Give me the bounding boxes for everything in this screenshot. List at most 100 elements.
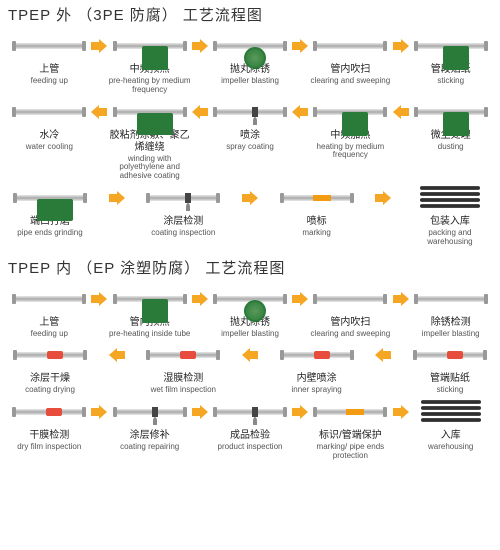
step-label-cn: 包装入库	[430, 216, 470, 228]
step-label-en: dusting	[438, 143, 464, 152]
process-step: 管段贴纸 sticking	[409, 31, 492, 86]
arrow-right-icon	[241, 183, 259, 213]
pipe-icon	[416, 296, 486, 302]
step-icon	[411, 397, 491, 427]
step-label-en: wet film inspection	[151, 386, 216, 395]
arrow-right-icon	[374, 183, 392, 213]
flow1-title: TPEP 外 （3PE 防腐） 工艺流程图	[8, 4, 492, 25]
step-label-en: pipe ends grinding	[17, 229, 82, 238]
pipe-icon	[416, 43, 486, 49]
step-icon	[10, 183, 90, 213]
step-icon	[310, 31, 390, 61]
step-icon	[277, 340, 357, 370]
pipe-icon	[115, 43, 185, 49]
step-icon	[210, 97, 290, 127]
step-label-en: coating repairing	[120, 443, 179, 452]
arrow-right-icon	[191, 284, 209, 314]
arrow-right-icon	[291, 31, 309, 61]
process-step: 管端贴纸 sticking	[408, 340, 492, 395]
step-label-en: impeller blasting	[221, 330, 279, 339]
step-label-en: impeller blasting	[422, 330, 480, 339]
step-label-cn: 涂层修补	[130, 430, 170, 442]
pipe-stack-icon	[421, 400, 481, 424]
process-step: 标识/管端保护 marking/ pipe ends protection	[309, 397, 392, 461]
step-label-en: pre-heating inside tube	[109, 330, 190, 339]
flow2-title: TPEP 内 （EP 涂塑防腐） 工艺流程图	[8, 257, 492, 278]
process-step: 抛丸除锈 impeller blasting	[209, 284, 292, 339]
flow2-section: TPEP 内 （EP 涂塑防腐） 工艺流程图 上管 feeding up 管内预…	[0, 253, 500, 461]
arrow-right-icon	[108, 183, 126, 213]
process-step: 中频加热 heating by medium frequency	[309, 97, 392, 161]
step-label-cn: 内壁喷涂	[297, 373, 337, 385]
process-step: 端口打磨 pipe ends grinding	[8, 183, 92, 238]
process-row: 上管 feeding up 管内预热 pre-heating inside tu…	[8, 284, 492, 339]
pipe-icon	[282, 352, 352, 358]
arrow-left-icon	[291, 97, 309, 127]
arrow-right-icon	[392, 31, 410, 61]
step-label-en: packing and warehousing	[408, 229, 492, 247]
process-step: 管内吹扫 clearing and sweeping	[309, 284, 392, 339]
process-step: 管内吹扫 clearing and sweeping	[309, 31, 392, 86]
flow1-section: TPEP 外 （3PE 防腐） 工艺流程图 上管 feeding up 中频预热…	[0, 0, 500, 247]
pipe-icon	[115, 296, 185, 302]
step-icon	[110, 397, 190, 427]
arrow-right-icon	[191, 31, 209, 61]
step-label-en: clearing and sweeping	[311, 330, 391, 339]
arrow-right-icon	[91, 284, 109, 314]
step-icon	[110, 284, 190, 314]
step-label-en: heating by medium frequency	[309, 143, 392, 161]
arrow-left-icon	[241, 340, 259, 370]
pipe-icon	[14, 109, 84, 115]
step-label-cn: 成品检验	[230, 430, 270, 442]
pipe-icon	[215, 409, 285, 415]
step-label-en: winding with polyethylene and adhesive c…	[108, 155, 191, 181]
step-icon	[9, 31, 89, 61]
step-label-en: marking	[302, 229, 330, 238]
arrow-left-icon	[392, 97, 410, 127]
step-icon	[410, 183, 490, 213]
step-icon	[411, 97, 491, 127]
process-row: 干膜检测 dry film inspection 涂层修补 coating re…	[8, 397, 492, 461]
process-step: 干膜检测 dry film inspection	[8, 397, 91, 452]
step-label-cn: 干膜检测	[29, 430, 69, 442]
process-step: 包装入库 packing and warehousing	[408, 183, 492, 247]
step-label-en: water cooling	[26, 143, 73, 152]
step-icon	[210, 397, 290, 427]
step-icon	[9, 397, 89, 427]
arrow-left-icon	[91, 97, 109, 127]
step-label-cn: 涂层检测	[163, 216, 203, 228]
step-icon	[210, 31, 290, 61]
step-label-cn: 上管	[39, 317, 59, 329]
step-label-en: coating inspection	[151, 229, 215, 238]
step-icon	[210, 284, 290, 314]
pipe-icon	[215, 43, 285, 49]
pipe-icon	[415, 352, 485, 358]
process-step: 上管 feeding up	[8, 284, 91, 339]
arrow-left-icon	[374, 340, 392, 370]
arrow-right-icon	[392, 284, 410, 314]
step-icon	[411, 31, 491, 61]
pipe-stack-icon	[420, 186, 480, 210]
pipe-icon	[14, 409, 84, 415]
step-icon	[411, 284, 491, 314]
pipe-icon	[282, 195, 352, 201]
step-label-en: feeding up	[31, 330, 68, 339]
process-step: 抛丸除锈 impeller blasting	[209, 31, 292, 86]
step-label-cn: 管端贴纸	[430, 373, 470, 385]
pipe-icon	[315, 296, 385, 302]
step-label-en: dry film inspection	[17, 443, 81, 452]
step-label-en: feeding up	[31, 77, 68, 86]
step-label-en: sticking	[437, 77, 464, 86]
step-label-en: pre-heating by medium frequency	[108, 77, 191, 95]
step-label-en: spray coating	[226, 143, 274, 152]
step-label-en: impeller blasting	[221, 77, 279, 86]
pipe-icon	[315, 43, 385, 49]
step-label-cn: 入库	[441, 430, 461, 442]
process-row: 涂层干燥 coating drying 湿膜检测 wet film inspec…	[8, 340, 492, 395]
pipe-icon	[115, 109, 185, 115]
pipe-icon	[315, 109, 385, 115]
step-label-en: marking/ pipe ends protection	[309, 443, 392, 461]
step-label-cn: 管内吹扫	[330, 317, 370, 329]
arrow-right-icon	[291, 397, 309, 427]
step-label-cn: 涂层干燥	[30, 373, 70, 385]
